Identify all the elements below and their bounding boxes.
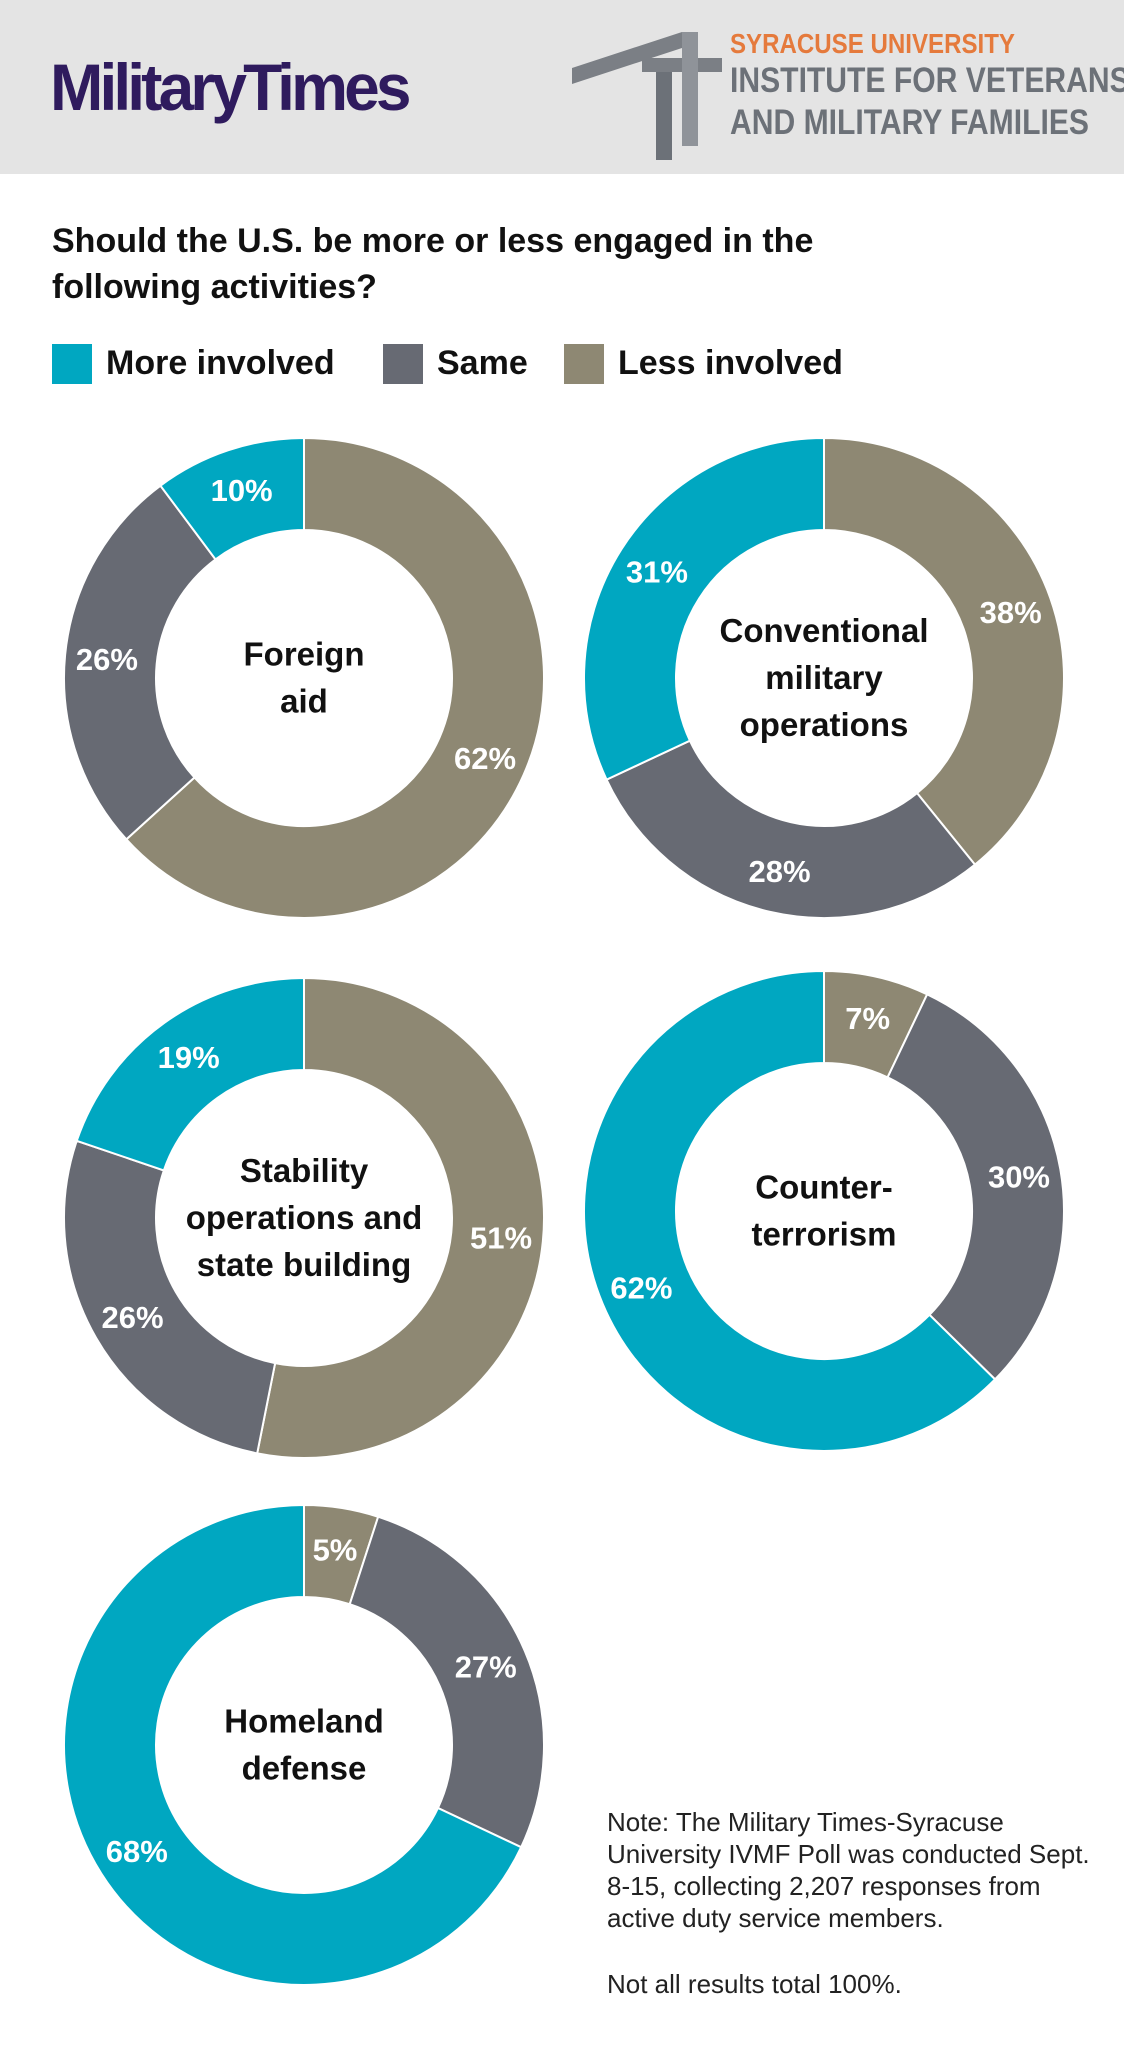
data-label-less-involved: 7% <box>845 1001 890 1036</box>
ivmf-line-1: SYRACUSE UNIVERSITY <box>730 28 1016 59</box>
donut-title-line: Conventional <box>719 612 928 649</box>
data-label-more-involved: 19% <box>158 1040 220 1075</box>
slice-less-involved <box>823 436 1065 867</box>
ivmf-line-3: AND MILITARY FAMILIES <box>730 103 1089 142</box>
data-label-less-involved: 5% <box>313 1532 358 1567</box>
data-label-same: 30% <box>988 1160 1050 1195</box>
donut-title-line: operations <box>740 706 909 743</box>
donut-counter-terrorism: 7% 30% 62% Counter-terrorism <box>583 969 1065 1452</box>
note-text: Note: The Military Times-Syracuse Univer… <box>607 1807 1090 1933</box>
donut-title-line: Stability <box>240 1152 369 1189</box>
donut-stability-operations-and-state-building: 51% 26% 19% Stability operations and state bu… <box>63 976 545 1459</box>
data-label-more-involved: 62% <box>610 1270 672 1305</box>
legend-swatch-less-involved <box>564 344 604 384</box>
data-label-same: 28% <box>748 854 810 889</box>
data-label-less-involved: 62% <box>454 741 516 776</box>
donut-title-line: defense <box>242 1750 367 1787</box>
survey-note: Note: The Military Times-Syracuse Univer… <box>607 1806 1107 2000</box>
data-label-same: 26% <box>76 642 138 677</box>
donut-title-line: Foreign <box>244 636 365 673</box>
note-footnote: Not all results total 100%. <box>607 1969 902 1999</box>
donut-title-line: Counter- <box>755 1169 892 1206</box>
slice-same <box>605 739 977 919</box>
legend-swatch-more-involved <box>52 344 92 384</box>
data-label-less-involved: 38% <box>980 595 1042 630</box>
slice-more-involved <box>75 976 305 1172</box>
slice-more-involved <box>159 436 305 561</box>
donut-homeland-defense: 5% 27% 68% Homeland defense <box>63 1503 545 1986</box>
slice-same <box>348 1515 545 1849</box>
ivmf-logo-mark-icon <box>572 32 722 160</box>
donut-foreign-aid: 62% 26% 10% Foreign aid <box>63 436 545 919</box>
data-label-more-involved: 10% <box>211 473 273 508</box>
donut-title-line: state building <box>197 1246 412 1283</box>
slice-more-involved <box>583 969 997 1452</box>
data-label-more-involved: 31% <box>626 555 688 590</box>
donut-title-line: terrorism <box>752 1216 897 1253</box>
legend-label-less-involved: Less involved <box>618 344 843 382</box>
legend-swatch-same <box>383 344 423 384</box>
legend-label-more-involved: More involved <box>106 344 335 382</box>
slice-more-involved <box>63 1503 523 1986</box>
slice-less-involved <box>124 436 545 919</box>
slice-more-involved <box>583 436 825 781</box>
donut-title-line: operations and <box>186 1199 423 1236</box>
slice-same <box>63 484 217 841</box>
donut-conventional-military-operations: 38% 28% 31% Conventional military operations <box>583 436 1065 919</box>
donut-title-line: military <box>765 659 883 696</box>
data-label-more-involved: 68% <box>106 1834 168 1869</box>
data-label-same: 26% <box>102 1300 164 1335</box>
data-label-less-involved: 51% <box>470 1220 532 1255</box>
legend-label-same: Same <box>437 344 528 382</box>
ivmf-line-2: INSTITUTE FOR VETERANS <box>730 61 1124 100</box>
slice-same <box>63 1139 277 1455</box>
data-label-same: 27% <box>455 1649 517 1684</box>
military-times-logo: MilitaryTimes <box>50 50 411 124</box>
slice-same <box>886 992 1065 1381</box>
header-banner: MilitaryTimes SYRACUSE UNIVERSITY INSTIT… <box>0 0 1124 174</box>
slice-less-involved <box>256 976 545 1459</box>
donut-title-line: Homeland <box>224 1703 384 1740</box>
donut-title-line: aid <box>280 683 328 720</box>
ivmf-wordmark: SYRACUSE UNIVERSITY INSTITUTE FOR VETERA… <box>730 28 1124 144</box>
chart-question-title: Should the U.S. be more or less engaged … <box>52 222 814 306</box>
